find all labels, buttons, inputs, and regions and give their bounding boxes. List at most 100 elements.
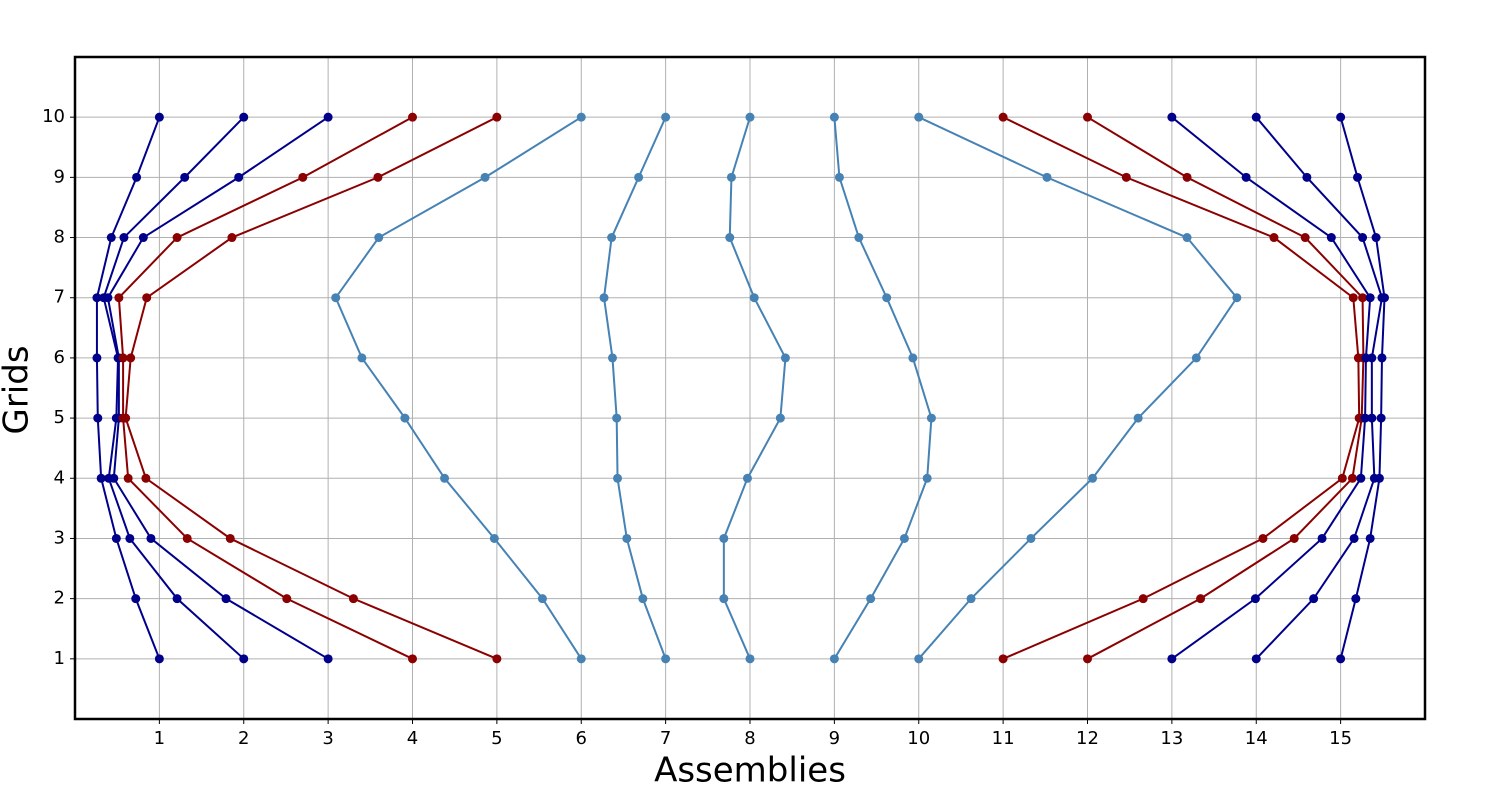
data-point: [1302, 172, 1312, 182]
data-point: [998, 654, 1008, 664]
data-point: [1360, 413, 1370, 423]
data-point: [489, 533, 499, 543]
x-tick-label: 9: [829, 728, 840, 749]
data-point: [172, 594, 182, 604]
data-point: [357, 353, 367, 363]
data-point: [125, 533, 135, 543]
x-tick-label: 2: [238, 728, 249, 749]
data-point: [111, 533, 121, 543]
data-point: [1042, 172, 1052, 182]
data-point: [103, 293, 113, 303]
y-tick-label: 1: [54, 648, 65, 669]
data-point: [966, 594, 976, 604]
data-point: [93, 413, 103, 423]
series-line: [1255, 116, 1383, 660]
x-tick-label: 5: [491, 728, 502, 749]
data-point: [1083, 112, 1092, 122]
series-line: [124, 116, 498, 660]
data-point: [612, 413, 622, 423]
data-point: [132, 172, 142, 182]
data-point: [1289, 533, 1299, 543]
x-tick-label: 13: [1160, 728, 1183, 749]
x-tick-label: 4: [407, 728, 418, 749]
y-tick-label: 7: [54, 287, 65, 308]
data-point: [180, 172, 190, 182]
data-point: [1269, 233, 1279, 243]
data-point: [114, 293, 124, 303]
data-point: [282, 594, 292, 604]
data-point: [1167, 654, 1177, 664]
data-point: [1358, 233, 1368, 243]
series-line: [722, 116, 787, 660]
data-point: [726, 172, 736, 182]
data-point: [1133, 413, 1143, 423]
x-tick-label: 11: [992, 728, 1015, 749]
data-point: [138, 233, 148, 243]
data-point: [92, 353, 102, 363]
data-point: [1351, 594, 1361, 604]
data-point: [142, 293, 152, 303]
data-point: [908, 353, 918, 363]
data-point: [1348, 293, 1358, 303]
data-point: [829, 112, 839, 122]
data-point: [146, 533, 156, 543]
data-point: [154, 654, 164, 664]
data-point: [1358, 293, 1368, 303]
data-point: [408, 112, 417, 122]
data-point: [775, 413, 785, 423]
x-tick-label: 8: [744, 728, 755, 749]
data-point: [119, 233, 129, 243]
data-point: [725, 233, 735, 243]
data-point: [834, 172, 844, 182]
data-point: [749, 293, 759, 303]
series-line: [833, 117, 933, 660]
data-point: [1337, 473, 1347, 483]
data-point: [1365, 533, 1375, 543]
series-line: [95, 116, 161, 660]
data-point: [1374, 473, 1384, 483]
data-point: [1232, 293, 1242, 303]
x-tick-label: 6: [576, 728, 587, 749]
data-point: [1367, 353, 1377, 363]
data-point: [221, 594, 231, 604]
data-point: [1377, 353, 1387, 363]
data-point: [123, 473, 133, 483]
data-point: [1251, 112, 1261, 122]
data-point: [882, 293, 892, 303]
data-point: [745, 654, 755, 664]
data-point: [661, 112, 671, 122]
series-line: [102, 116, 245, 660]
data-point: [719, 594, 729, 604]
data-point: [1300, 233, 1310, 243]
data-point: [331, 293, 341, 303]
data-point: [1349, 533, 1359, 543]
data-point: [1336, 112, 1346, 122]
data-point: [537, 594, 547, 604]
data-point: [1258, 533, 1268, 543]
data-point: [622, 533, 632, 543]
series-line: [117, 116, 413, 660]
data-point: [1138, 594, 1148, 604]
y-tick-label: 2: [54, 588, 65, 609]
data-point: [719, 533, 729, 543]
x-tick-label: 7: [660, 728, 671, 749]
data-point: [780, 353, 790, 363]
series-line: [917, 116, 1239, 660]
data-point: [480, 172, 490, 182]
data-point: [829, 654, 839, 664]
data-point: [1241, 172, 1251, 182]
data-point: [106, 233, 116, 243]
data-point: [141, 473, 151, 483]
series-line: [1339, 116, 1386, 660]
data-point: [742, 473, 752, 483]
data-point: [1317, 533, 1327, 543]
x-tick-label: 1: [154, 728, 165, 749]
data-point: [1251, 654, 1261, 664]
data-point: [854, 233, 864, 243]
data-point: [1121, 172, 1131, 182]
data-point: [154, 112, 164, 122]
data-point: [576, 112, 586, 122]
data-point: [1167, 112, 1177, 122]
data-point: [440, 473, 450, 483]
